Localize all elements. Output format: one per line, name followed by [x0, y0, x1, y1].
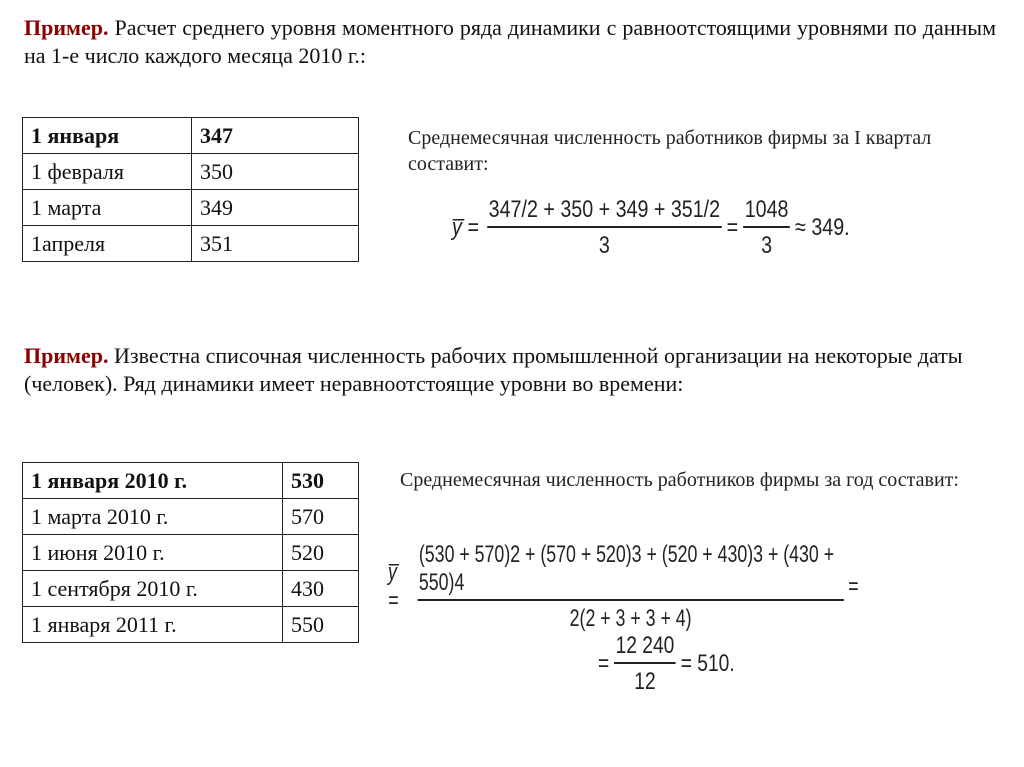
formula-lhs: y̅ = — [388, 559, 399, 614]
formula: = 12 240 12 = 510. — [598, 632, 735, 696]
date-cell: 1 марта — [22, 189, 192, 226]
table: 1 января 2010 г. 530 1 марта 2010 г. 570 1 и… — [22, 462, 359, 643]
table-row: 1 сентября 2010 г. 430 — [22, 570, 359, 607]
denominator: 3 — [761, 232, 773, 259]
date-cell: 1 января — [22, 117, 192, 154]
date-cell: 1 января 2011 г. — [22, 606, 283, 643]
table-row: 1 февраля 350 — [22, 153, 359, 190]
paragraph: Пример. Известна списочная численность р… — [24, 342, 984, 398]
example-text: Расчет среднего уровня моментного ряда д… — [24, 15, 996, 68]
table-row: 1 января 2010 г. 530 — [22, 462, 359, 499]
date-cell: 1 июня 2010 г. — [22, 534, 283, 571]
note: Среднемесячная численность работников фи… — [400, 469, 959, 491]
equals: = — [726, 214, 739, 241]
table-row: 1 июня 2010 г. 520 — [22, 534, 359, 571]
table-row: 1апреля 351 — [22, 225, 359, 262]
date-cell: 1апреля — [22, 225, 192, 262]
value-cell: 347 — [191, 117, 359, 154]
example-label: Пример. — [24, 343, 109, 368]
table-row: 1 марта 349 — [22, 189, 359, 226]
table-row: 1 марта 2010 г. 570 — [22, 498, 359, 535]
fraction: 1048 3 — [743, 196, 791, 260]
result: = 510. — [680, 650, 735, 677]
date-cell: 1 марта 2010 г. — [22, 498, 283, 535]
value-cell: 351 — [191, 225, 359, 262]
date-cell: 1 февраля — [22, 153, 192, 190]
fraction: 347/2 + 350 + 349 + 351/2 3 — [487, 196, 722, 260]
example-text: Известна списочная численность рабочих п… — [24, 343, 963, 396]
formula: y̅ = (530 + 570)2 + (570 + 520)3 + (520 … — [388, 541, 859, 633]
numerator: 1048 — [743, 196, 791, 228]
numerator: (530 + 570)2 + (570 + 520)3 + (520 + 430… — [417, 541, 844, 601]
equals: = — [848, 573, 859, 600]
value-cell: 430 — [282, 570, 359, 607]
table-row: 1 января 347 — [22, 117, 359, 154]
result: ≈ 349. — [795, 214, 850, 241]
value-cell: 530 — [282, 462, 359, 499]
denominator: 3 — [598, 232, 610, 259]
formula-lhs: y̅ = — [452, 214, 479, 241]
numerator: 12 240 — [614, 632, 676, 664]
equals: = — [598, 650, 610, 677]
value-cell: 350 — [191, 153, 359, 190]
fraction: 12 240 12 — [614, 632, 676, 696]
value-cell: 349 — [191, 189, 359, 226]
denominator: 2(2 + 3 + 3 + 4) — [569, 605, 692, 632]
date-cell: 1 сентября 2010 г. — [22, 570, 283, 607]
table: 1 января 347 1 февраля 350 1 марта 349 1апреля… — [22, 117, 359, 262]
value-cell: 550 — [282, 606, 359, 643]
table-row: 1 января 2011 г. 550 — [22, 606, 359, 643]
note: Среднемесячная численность работников фи… — [408, 127, 932, 175]
value-cell: 570 — [282, 498, 359, 535]
formula: y̅ = 347/2 + 350 + 349 + 351/2 3 = 1048 3 … — [452, 196, 850, 260]
fraction: (530 + 570)2 + (570 + 520)3 + (520 + 430… — [417, 541, 844, 633]
example-label: Пример. — [24, 15, 109, 40]
paragraph: Пример. Расчет среднего уровня моментног… — [24, 14, 996, 70]
numerator: 347/2 + 350 + 349 + 351/2 — [487, 196, 722, 228]
value-cell: 520 — [282, 534, 359, 571]
date-cell: 1 января 2010 г. — [22, 462, 283, 499]
denominator: 12 — [634, 668, 656, 695]
